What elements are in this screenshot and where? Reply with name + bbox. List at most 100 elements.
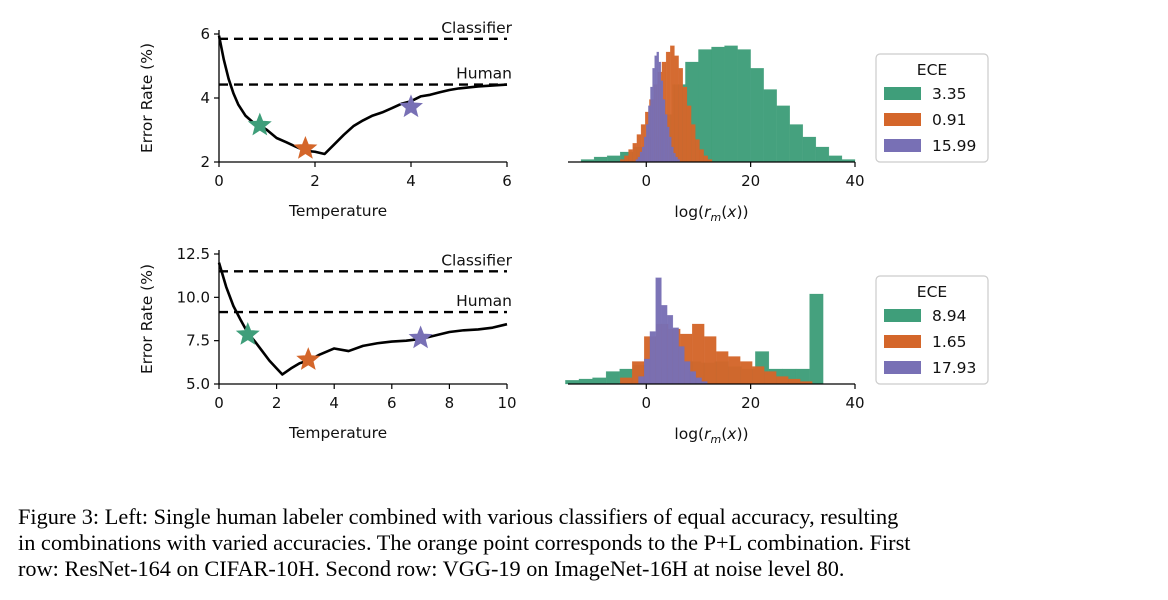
star-marker-orange (296, 347, 321, 370)
x-tick-label: 0 (214, 172, 224, 190)
reference-label-human: Human (456, 65, 512, 83)
histogram-bar-purple (672, 327, 679, 385)
histogram-bar-green (605, 371, 620, 385)
star-marker-green (247, 112, 272, 136)
histogram-bar-orange (624, 155, 629, 163)
histogram-bar-purple (695, 377, 702, 385)
x-axis-label: log(rm(x)) (674, 203, 748, 224)
y-tick-label: 6 (200, 25, 210, 43)
x-axis-label: Temperature (288, 202, 387, 220)
histogram-bar-purple (666, 126, 670, 163)
histogram-bar-orange (678, 68, 684, 163)
histogram-bar-purple (652, 68, 655, 163)
histogram-bar-purple (678, 346, 685, 385)
histogram-bar-purple (637, 156, 641, 163)
x-axis-label: log(rm(x)) (674, 425, 748, 446)
histogram-bar-orange (699, 149, 704, 163)
histogram-bar-purple (646, 124, 649, 163)
x-tick-label: 6 (387, 394, 397, 412)
reference-label-human: Human (456, 292, 512, 310)
star-marker-orange (293, 135, 318, 159)
histogram-bar-green (593, 156, 608, 163)
histogram-bar-green (750, 68, 764, 163)
histogram-bar-purple (662, 99, 666, 163)
histogram-bar-purple (660, 80, 664, 163)
legend-swatch-orange (884, 113, 921, 126)
reference-label-classifier: Classifier (441, 251, 512, 269)
histogram-bar-orange (690, 124, 696, 163)
histogram-bar-purple (649, 331, 656, 385)
histogram-bar-purple (671, 146, 674, 163)
histogram-bar-purple (661, 305, 668, 385)
legend-swatch-purple (884, 139, 921, 152)
legend: ECE 8.94 1.65 17.93 (875, 275, 989, 385)
histogram-bar-orange (682, 86, 688, 163)
x-tick-label: 4 (329, 394, 339, 412)
legend-swatch-green (884, 87, 921, 100)
y-tick-label: 12.5 (177, 245, 210, 263)
y-tick-label: 10.0 (177, 288, 210, 306)
histogram-bar-orange (628, 149, 633, 163)
chart-panel-row1-right: 0 20 40 log(rm(x)) ECE 3.35 0.91 15.99 (568, 45, 989, 224)
histogram-bar-purple (675, 156, 678, 163)
histogram-bar-purple (638, 376, 645, 385)
star-marker-purple (399, 94, 423, 118)
y-tick-label: 2 (200, 153, 210, 171)
histogram-bar-green (711, 46, 725, 163)
chart-panel-row2-right: 0 20 40 log(rm(x)) ECE 8.94 1.65 17.93 (565, 275, 989, 446)
legend-swatch-orange (884, 335, 921, 348)
caption-line-3: row: ResNet-164 on CIFAR-10H. Second row… (18, 556, 845, 581)
x-tick-label: 2 (310, 172, 320, 190)
histogram-bar-purple (654, 55, 657, 163)
star-marker-green (235, 322, 260, 345)
histogram-bar-orange (686, 105, 692, 163)
histogram-bar-orange (703, 155, 709, 163)
y-tick-label: 4 (200, 89, 210, 107)
legend-swatch-green (884, 309, 921, 322)
histogram-bar-green (763, 89, 777, 163)
histogram-bar-orange (764, 371, 777, 385)
star-marker-purple (408, 325, 433, 349)
legend-label-green: 3.35 (932, 85, 967, 103)
histogram-bar-orange (716, 351, 729, 385)
legend-label-purple: 15.99 (932, 137, 976, 155)
histogram-bar-purple (664, 114, 668, 163)
x-tick-label: 0 (641, 172, 651, 190)
histogram-bar-purple (643, 136, 647, 163)
histogram-bar-green (578, 378, 593, 385)
y-axis-label: Error Rate (%) (138, 264, 156, 374)
x-tick-label: 0 (214, 394, 224, 412)
histogram-bar-green (776, 105, 790, 163)
histogram-bar-purple (650, 86, 653, 163)
histogram-bar-green (802, 136, 817, 163)
x-tick-label: 20 (741, 394, 760, 412)
chart-panel-row2-left: 5.0 7.5 10.0 12.5 0 2 4 6 8 10 Temperature Error Ra… (138, 245, 517, 442)
histogram-bar-orange (776, 376, 789, 385)
histogram-bar-green (815, 146, 830, 163)
caption-line-2: in combinations with varied accuracies. … (18, 530, 911, 555)
histogram-bar-green (789, 124, 804, 163)
legend-box (875, 275, 989, 385)
histogram-bar-purple (656, 51, 660, 163)
x-tick-label: 40 (845, 172, 864, 190)
histogram-bar-purple (643, 358, 651, 385)
histogram-bar-purple (684, 361, 691, 385)
histogram-bar-green (592, 377, 607, 385)
reference-label-classifier: Classifier (441, 19, 512, 37)
histogram-bar-green (828, 155, 843, 163)
histogram-bar-green (809, 293, 824, 385)
x-tick-label: 10 (497, 394, 516, 412)
legend: ECE 3.35 0.91 15.99 (875, 53, 989, 163)
legend-title: ECE (917, 61, 947, 79)
histogram-bar-green (724, 45, 738, 163)
error-rate-curve (217, 35, 508, 156)
caption-line-1: Figure 3: Left: Single human labeler com… (18, 504, 899, 529)
histogram-bar-orange (619, 377, 633, 385)
y-axis-label: Error Rate (%) (138, 43, 156, 153)
x-axis-label: Temperature (288, 424, 387, 442)
histogram-bar-green (737, 49, 751, 163)
y-tick-label: 7.5 (186, 332, 210, 350)
histogram-bar-purple (641, 146, 645, 163)
